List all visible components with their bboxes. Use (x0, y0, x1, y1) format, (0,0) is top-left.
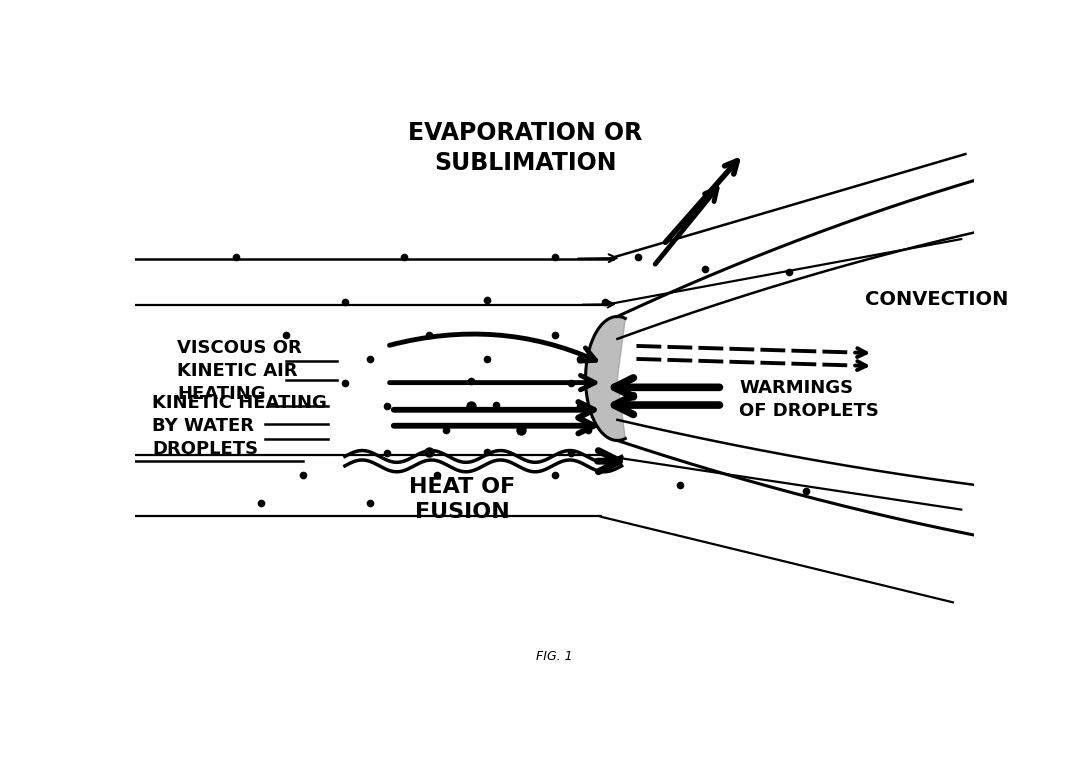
Polygon shape (585, 317, 625, 440)
Text: FIG. 1: FIG. 1 (537, 650, 572, 663)
Text: HEAT OF
FUSION: HEAT OF FUSION (409, 477, 515, 522)
Text: CONVECTION: CONVECTION (865, 291, 1008, 309)
Text: EVAPORATION OR
SUBLIMATION: EVAPORATION OR SUBLIMATION (408, 121, 643, 175)
Text: WARMINGS
OF DROPLETS: WARMINGS OF DROPLETS (739, 379, 879, 420)
Text: KINETIC HEATING
BY WATER
DROPLETS: KINETIC HEATING BY WATER DROPLETS (151, 393, 327, 458)
Text: VISCOUS OR
KINETIC AIR
HEATING: VISCOUS OR KINETIC AIR HEATING (177, 339, 302, 403)
